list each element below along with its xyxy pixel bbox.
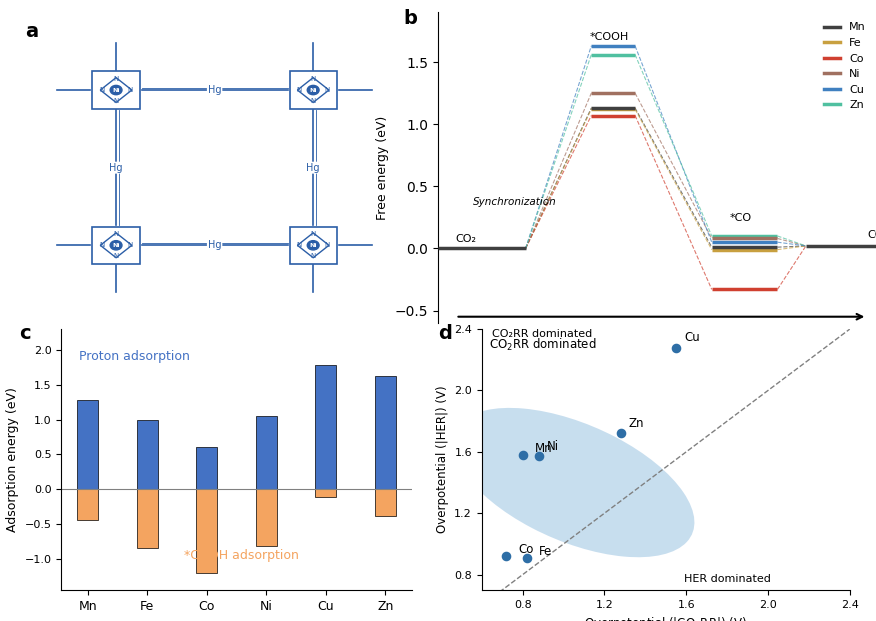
Text: Synchronization: Synchronization <box>473 197 557 207</box>
Text: Hg: Hg <box>110 163 123 173</box>
Point <box>519 553 533 563</box>
Text: N: N <box>311 232 315 237</box>
Legend: Mn, Fe, Co, Ni, Cu, Zn: Mn, Fe, Co, Ni, Cu, Zn <box>819 18 871 115</box>
Text: CO$_2$RR dominated: CO$_2$RR dominated <box>489 337 597 353</box>
Text: Proton adsorption: Proton adsorption <box>79 350 190 363</box>
Circle shape <box>307 240 319 250</box>
Text: N: N <box>114 76 118 82</box>
Bar <box>196 447 217 489</box>
Text: *CO: *CO <box>729 213 752 223</box>
Point <box>516 450 530 460</box>
Y-axis label: Free energy (eV): Free energy (eV) <box>376 116 389 220</box>
Point <box>614 428 628 438</box>
Text: Ni: Ni <box>309 88 317 93</box>
Bar <box>315 365 336 489</box>
Ellipse shape <box>453 408 695 557</box>
Text: N: N <box>127 242 132 248</box>
Bar <box>196 489 217 573</box>
Text: HER dominated: HER dominated <box>683 574 771 584</box>
Text: Co: Co <box>519 543 534 556</box>
Text: N: N <box>114 232 118 237</box>
Bar <box>77 489 98 520</box>
Text: CO₂: CO₂ <box>456 234 477 244</box>
Text: Ni: Ni <box>548 440 560 453</box>
X-axis label: Overpotential (|CO$_2$RR|) (V): Overpotential (|CO$_2$RR|) (V) <box>584 615 747 621</box>
Text: N: N <box>297 242 302 248</box>
Bar <box>137 489 158 548</box>
Text: N: N <box>311 98 315 104</box>
Text: N: N <box>127 87 132 93</box>
Bar <box>256 489 277 546</box>
Y-axis label: Overpotential (|HER|) (V): Overpotential (|HER|) (V) <box>435 386 449 533</box>
Text: CO: CO <box>867 230 876 240</box>
Y-axis label: Adsorption energy (eV): Adsorption energy (eV) <box>6 387 19 532</box>
Text: N: N <box>114 98 118 104</box>
Text: Zn: Zn <box>629 417 645 430</box>
Point <box>532 451 546 461</box>
Text: Fe: Fe <box>539 545 552 558</box>
Text: N: N <box>311 76 315 82</box>
Text: Ni: Ni <box>309 243 317 248</box>
Text: Hg: Hg <box>307 163 320 173</box>
Text: b: b <box>403 9 417 29</box>
Text: Ni: Ni <box>112 243 120 248</box>
Text: CO₂RR dominated: CO₂RR dominated <box>492 329 592 339</box>
Text: Cu: Cu <box>684 332 700 345</box>
Bar <box>315 489 336 497</box>
Text: N: N <box>100 242 105 248</box>
Circle shape <box>307 85 319 94</box>
Circle shape <box>110 85 122 94</box>
Text: N: N <box>114 253 118 259</box>
Text: Ni: Ni <box>112 88 120 93</box>
Text: N: N <box>311 253 315 259</box>
Bar <box>375 376 396 489</box>
Text: *COOH: *COOH <box>590 32 628 42</box>
Point <box>499 551 513 561</box>
Bar <box>375 489 396 515</box>
Text: N: N <box>297 87 302 93</box>
Text: c: c <box>19 324 31 343</box>
Text: Hg: Hg <box>208 240 222 250</box>
Circle shape <box>110 240 122 250</box>
Bar <box>256 416 277 489</box>
Text: N: N <box>324 242 329 248</box>
Text: N: N <box>324 87 329 93</box>
Text: a: a <box>25 22 39 41</box>
Bar <box>137 420 158 489</box>
Text: d: d <box>438 324 451 343</box>
Text: *COOH adsorption: *COOH adsorption <box>184 548 299 561</box>
Text: Hg: Hg <box>208 85 222 95</box>
Point <box>669 343 683 353</box>
Text: N: N <box>100 87 105 93</box>
Bar <box>77 400 98 489</box>
Text: Mn: Mn <box>535 442 553 455</box>
